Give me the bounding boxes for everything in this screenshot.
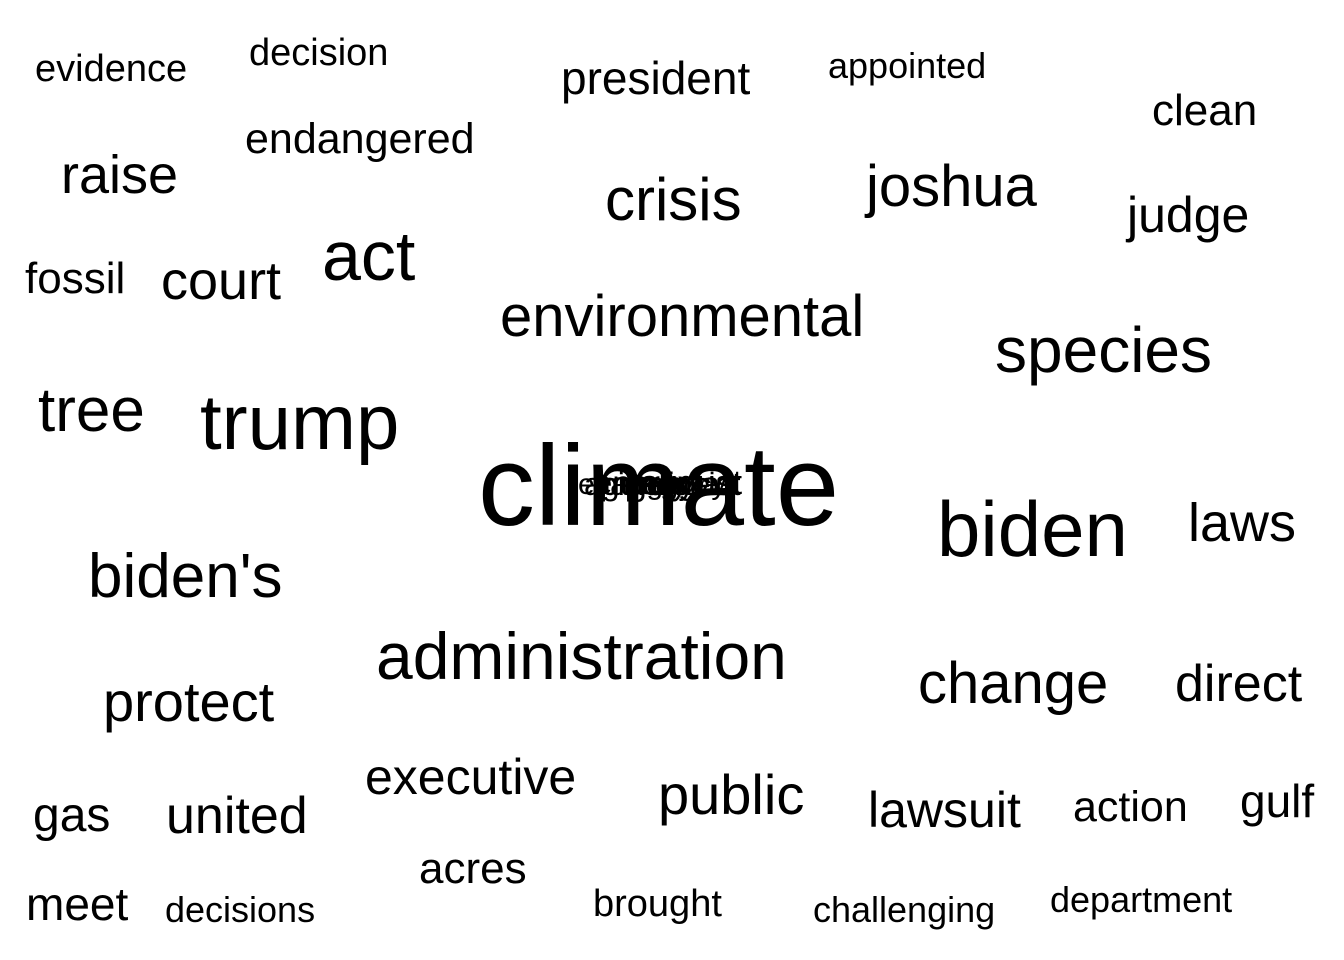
- word-gas: gas: [33, 789, 111, 842]
- word-crisis: crisis: [605, 166, 742, 233]
- word-meet: meet: [26, 878, 129, 930]
- word-endangered: endangered: [245, 115, 475, 163]
- word-decision: decision: [249, 32, 389, 74]
- overlap-word: district: [648, 466, 741, 502]
- word-brought: brought: [593, 883, 722, 925]
- word-president: president: [561, 52, 751, 104]
- word-public: public: [658, 763, 805, 826]
- word-laws: laws: [1188, 493, 1297, 553]
- word-united: united: [166, 787, 308, 845]
- word-lawsuit: lawsuit: [868, 782, 1021, 838]
- overlap-word: emergency: [578, 468, 727, 501]
- word-protect: protect: [103, 670, 275, 733]
- word-environmental: environmental: [500, 284, 865, 349]
- word-joshua: joshua: [866, 154, 1037, 219]
- overlap-word: energy: [594, 464, 695, 501]
- word-species: species: [995, 314, 1212, 386]
- word-biden: biden: [937, 485, 1128, 573]
- word-administration: administration: [376, 619, 787, 693]
- word-fossil: fossil: [25, 254, 126, 303]
- word-action: action: [1073, 783, 1188, 831]
- word-trump: trump: [200, 378, 400, 466]
- word-clean: clean: [1152, 86, 1258, 135]
- word-act: act: [322, 217, 416, 295]
- word-change: change: [918, 651, 1109, 716]
- overlap-word: pipeline: [600, 466, 711, 502]
- word-acres: acres: [419, 844, 527, 893]
- word-climate: climate: [478, 423, 840, 550]
- word-judge: judge: [1127, 187, 1250, 243]
- word-evidence: evidence: [35, 48, 188, 90]
- overlap-word: agency: [584, 466, 688, 502]
- word-court: court: [161, 251, 282, 311]
- word-direct: direct: [1175, 655, 1303, 713]
- word-gulf: gulf: [1240, 775, 1315, 827]
- word-department: department: [1050, 879, 1233, 920]
- word-executive: executive: [365, 749, 577, 805]
- overlap-word: agenda: [610, 465, 721, 502]
- word-raise: raise: [61, 145, 179, 205]
- word-bidens: biden's: [88, 542, 283, 611]
- word-appointed: appointed: [828, 45, 987, 86]
- overlap-word: august: [640, 464, 743, 502]
- word-tree: tree: [38, 376, 145, 445]
- word-challenging: challenging: [813, 889, 996, 930]
- word-decisions: decisions: [165, 889, 316, 930]
